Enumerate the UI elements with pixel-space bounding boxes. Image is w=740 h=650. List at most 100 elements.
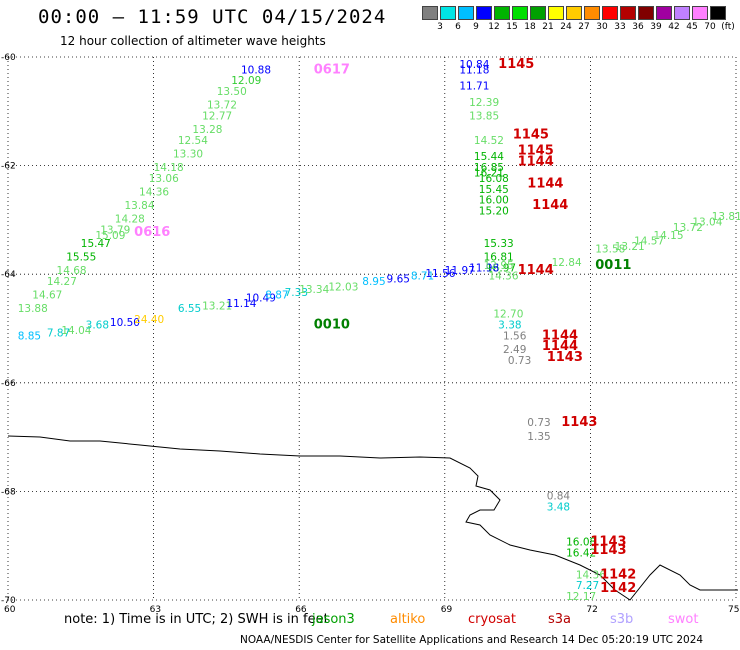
color-scale-swatch <box>458 6 474 20</box>
color-scale-label: 24 <box>560 22 572 32</box>
wave-height-value: 14.36 <box>576 569 606 581</box>
longitude-tick-label: 66 <box>295 605 307 615</box>
wave-height-value: 3.48 <box>547 501 570 513</box>
wave-height-value: 13.81 <box>712 211 740 223</box>
time-tag-label: 1145 <box>518 144 554 159</box>
wave-height-value: 13.79 <box>100 224 130 236</box>
footer-note: note: 1) Time is in UTC; 2) SWH is in fe… <box>64 612 329 627</box>
satellite-legend-item: altiko <box>390 612 426 627</box>
color-scale-label: 33 <box>614 22 626 32</box>
time-tag-label: 1143 <box>547 350 583 365</box>
color-scale-swatch <box>548 6 564 20</box>
satellite-legend-item: s3a <box>548 612 572 627</box>
time-tag-label: 1144 <box>532 198 568 213</box>
wave-height-value: 14.04 <box>61 325 91 337</box>
satellite-legend-item: swot <box>668 612 699 627</box>
wave-height-value: 7.87 <box>47 328 70 340</box>
wave-height-value: 15.44 <box>474 151 504 163</box>
wave-height-value: 12.09 <box>231 75 261 87</box>
latitude-tick-label: -68 <box>1 487 16 497</box>
time-tag-label: 1145 <box>513 127 549 142</box>
wave-height-value: 8.85 <box>18 330 41 342</box>
wave-height-value: 14.18 <box>154 162 184 174</box>
time-tag-label: 1142 <box>600 567 636 582</box>
wave-height-value: 15.20 <box>479 205 509 217</box>
wave-height-value: 8.87 <box>265 290 288 302</box>
satellite-legend-item: cryosat <box>468 612 516 627</box>
longitude-tick-label: 63 <box>150 605 161 615</box>
latitude-tick-label: -64 <box>1 270 16 280</box>
wave-height-value: 14.68 <box>57 265 87 277</box>
wave-height-value: 2.49 <box>503 344 526 356</box>
color-scale-swatch <box>692 6 708 20</box>
time-tag-label: 1144 <box>518 263 554 278</box>
wave-height-value: 14.52 <box>474 135 504 147</box>
color-scale-swatch <box>638 6 654 20</box>
longitude-tick-label: 75 <box>728 605 739 615</box>
wave-height-value: 16.08 <box>479 173 509 185</box>
wave-height-value: 14.67 <box>32 290 62 302</box>
map-title: 00:00 – 11:59 UTC 04/15/2024 <box>38 6 387 28</box>
latitude-tick-label: -60 <box>1 53 16 63</box>
color-scale-swatch <box>440 6 456 20</box>
wave-height-value: 14.27 <box>47 276 77 288</box>
color-scale-swatch <box>710 6 726 20</box>
wave-height-value: 11.14 <box>226 298 256 310</box>
footer-credit: NOAA/NESDIS Center for Satellite Applica… <box>240 634 704 646</box>
antarctic-coastline <box>7 435 738 601</box>
wave-height-value: 12.84 <box>552 257 582 269</box>
time-tag-label: 1144 <box>518 155 554 170</box>
wave-height-value: 12.39 <box>469 97 499 109</box>
wave-height-value: 7.33 <box>285 287 308 299</box>
color-scale-label: 39 <box>650 22 662 32</box>
wave-height-value: 14.36 <box>139 186 169 198</box>
time-tag-label: 0011 <box>595 258 631 273</box>
wave-height-value: 15.45 <box>479 184 509 196</box>
wave-height-value: 10.49 <box>246 292 276 304</box>
color-scale-swatch <box>494 6 510 20</box>
wave-height-value: 0.84 <box>547 491 571 503</box>
satellite-legend-item: s3b <box>610 612 634 627</box>
color-scale-swatch <box>620 6 636 20</box>
wave-height-value: 10.50 <box>110 317 140 329</box>
time-tag-label: 1144 <box>542 328 578 343</box>
wave-height-value: 0.73 <box>527 417 550 429</box>
color-scale-label: 21 <box>542 22 554 32</box>
color-scale-label: 6 <box>455 22 461 32</box>
wave-height-value: 16.81 <box>484 252 514 264</box>
wave-height-value: 16.00 <box>479 195 509 207</box>
wave-height-value: 16.85 <box>474 162 504 174</box>
color-scale-label: 45 <box>686 22 698 32</box>
wave-height-value: 15.33 <box>484 238 514 250</box>
color-scale-label: 27 <box>578 22 590 32</box>
wave-height-value: 14.57 <box>634 235 664 247</box>
color-scale-swatch <box>530 6 546 20</box>
wave-height-value: 11.18 <box>459 64 489 76</box>
latitude-tick-label: -70 <box>1 596 16 606</box>
wave-height-value: 15.55 <box>66 252 96 264</box>
wave-height-value: 13.28 <box>192 124 222 136</box>
wave-height-value: 6.55 <box>178 303 201 315</box>
wave-height-value: 8.71 <box>411 271 434 283</box>
color-scale-label: 3 <box>437 22 443 32</box>
color-scale-swatch <box>476 6 492 20</box>
wave-height-value: 16.97 <box>486 262 516 274</box>
color-scale-swatch <box>566 6 582 20</box>
wave-height-value: 12.70 <box>493 309 523 321</box>
color-scale-label: 70 <box>704 22 716 32</box>
wave-height-value: 12.17 <box>566 591 596 603</box>
wave-height-value: 12.95 <box>484 260 514 272</box>
wave-height-value: 12.77 <box>202 110 232 122</box>
wave-height-value: 16.21 <box>474 167 504 179</box>
color-scale-label: 30 <box>596 22 608 32</box>
wave-height-value: 11.98 <box>469 262 499 274</box>
color-scale-swatch <box>512 6 528 20</box>
color-scale-swatch <box>602 6 618 20</box>
wave-height-value: 11.71 <box>459 81 489 93</box>
wave-height-value: 10.84 <box>459 59 489 71</box>
color-scale-swatch <box>674 6 690 20</box>
latitude-tick-label: -66 <box>1 379 16 389</box>
